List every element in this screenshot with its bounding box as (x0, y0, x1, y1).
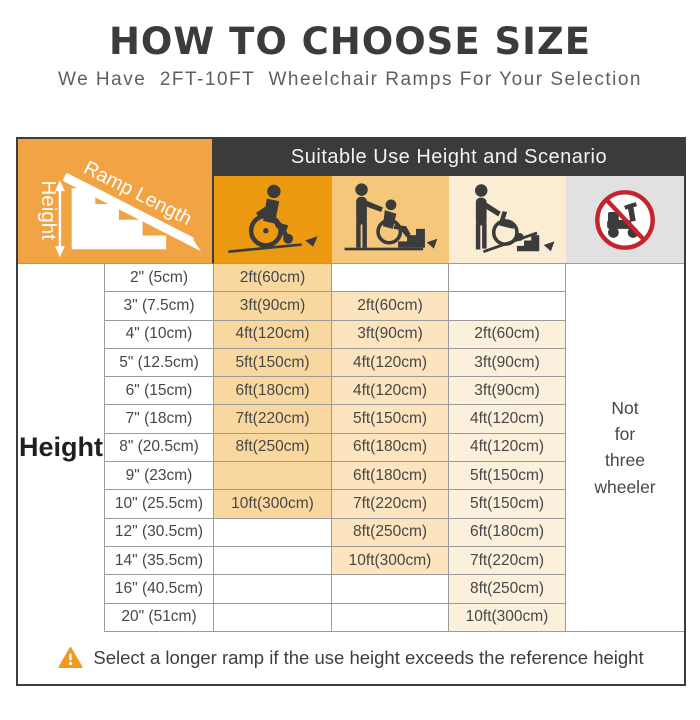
walk-ramp-cell: 8ft(250cm) (449, 575, 566, 604)
self-ramp-cell: 8ft(250cm) (214, 433, 332, 463)
self-ramp-cell: 2ft(60cm) (214, 264, 332, 293)
not-for-three-wheeler-note: Not for three wheeler (566, 264, 684, 632)
push-ramp-cell: 3ft(90cm) (332, 320, 449, 349)
height-cell: 12" (30.5cm) (105, 518, 214, 547)
height-cell: 10" (25.5cm) (105, 490, 214, 519)
push-ramp-cell: 5ft(150cm) (332, 405, 449, 434)
self-ramp-cell: 7ft(220cm) (214, 405, 332, 434)
walk-ramp-cell: 2ft(60cm) (449, 320, 566, 349)
self-ramp-cell (214, 575, 332, 604)
self-ramp-cell (214, 603, 332, 632)
self-ramp-cell (214, 518, 332, 547)
scenario-no-three-wheeler (566, 176, 684, 264)
push-ramp-cell: 2ft(60cm) (332, 292, 449, 321)
height-cell: 20" (51cm) (105, 603, 214, 632)
walk-ramp-cell (449, 264, 566, 293)
assisted-empty-wheelchair-icon (474, 183, 554, 253)
height-cell: 16" (40.5cm) (105, 575, 214, 604)
self-propelled-wheelchair-icon (228, 184, 318, 253)
walk-ramp-cell: 5ft(150cm) (449, 462, 566, 491)
height-cell: 14" (35.5cm) (105, 546, 214, 576)
walk-ramp-cell (449, 292, 566, 321)
push-ramp-cell: 4ft(120cm) (332, 348, 449, 378)
height-cell: 4" (10cm) (105, 320, 214, 349)
ramp-diagram: Height Ramp Length (18, 139, 214, 264)
height-cell: 9" (23cm) (105, 462, 214, 491)
size-chart: Height Ramp Length Suitable Use Height a… (16, 137, 686, 686)
push-ramp-cell (332, 264, 449, 293)
self-ramp-cell: 3ft(90cm) (214, 292, 332, 321)
self-ramp-cell: 5ft(150cm) (214, 348, 332, 378)
height-cell: 5" (12.5cm) (105, 348, 214, 378)
push-ramp-cell: 10ft(300cm) (332, 546, 449, 576)
scenario-header: Suitable Use Height and Scenario (214, 139, 684, 176)
warning-icon (58, 646, 83, 669)
push-ramp-cell: 8ft(250cm) (332, 518, 449, 547)
push-ramp-cell (332, 575, 449, 604)
scenario-assisted-empty (449, 176, 566, 264)
walk-ramp-cell: 4ft(120cm) (449, 405, 566, 434)
self-ramp-cell: 6ft(180cm) (214, 377, 332, 406)
walk-ramp-cell: 7ft(220cm) (449, 546, 566, 576)
page-title: HOW TO CHOOSE SIZE (108, 20, 592, 63)
height-cell: 2" (5cm) (105, 264, 214, 293)
walk-ramp-cell: 10ft(300cm) (449, 603, 566, 632)
push-ramp-cell: 4ft(120cm) (332, 377, 449, 406)
walk-ramp-cell: 6ft(180cm) (449, 518, 566, 547)
height-axis-label: Height (18, 264, 105, 632)
self-ramp-cell (214, 462, 332, 491)
push-ramp-cell (332, 603, 449, 632)
footer-note: Select a longer ramp if the use height e… (18, 631, 684, 684)
walk-ramp-cell: 4ft(120cm) (449, 433, 566, 463)
footer-note-text: Select a longer ramp if the use height e… (93, 646, 644, 668)
scenario-attendant-pushed (332, 176, 449, 264)
height-cell: 3" (7.5cm) (105, 292, 214, 321)
self-ramp-cell (214, 546, 332, 576)
push-ramp-cell: 6ft(180cm) (332, 462, 449, 491)
stairs-ramp-diagram-icon: Height Ramp Length (37, 157, 202, 258)
walk-ramp-cell: 3ft(90cm) (449, 377, 566, 406)
walk-ramp-cell: 5ft(150cm) (449, 490, 566, 519)
scenario-self-propelled (214, 176, 332, 264)
height-cell: 6" (15cm) (105, 377, 214, 406)
walk-ramp-cell: 3ft(90cm) (449, 348, 566, 378)
attendant-pushed-wheelchair-icon (344, 182, 437, 250)
height-cell: 8" (20.5cm) (105, 433, 214, 463)
push-ramp-cell: 6ft(180cm) (332, 433, 449, 463)
push-ramp-cell: 7ft(220cm) (332, 490, 449, 519)
diagram-height-label: Height (37, 180, 60, 240)
height-cell: 7" (18cm) (105, 405, 214, 434)
no-three-wheeler-icon (595, 189, 655, 250)
self-ramp-cell: 10ft(300cm) (214, 490, 332, 519)
self-ramp-cell: 4ft(120cm) (214, 320, 332, 349)
page-subtitle: We Have 2FT-10FT Wheelchair Ramps For Yo… (57, 69, 642, 90)
